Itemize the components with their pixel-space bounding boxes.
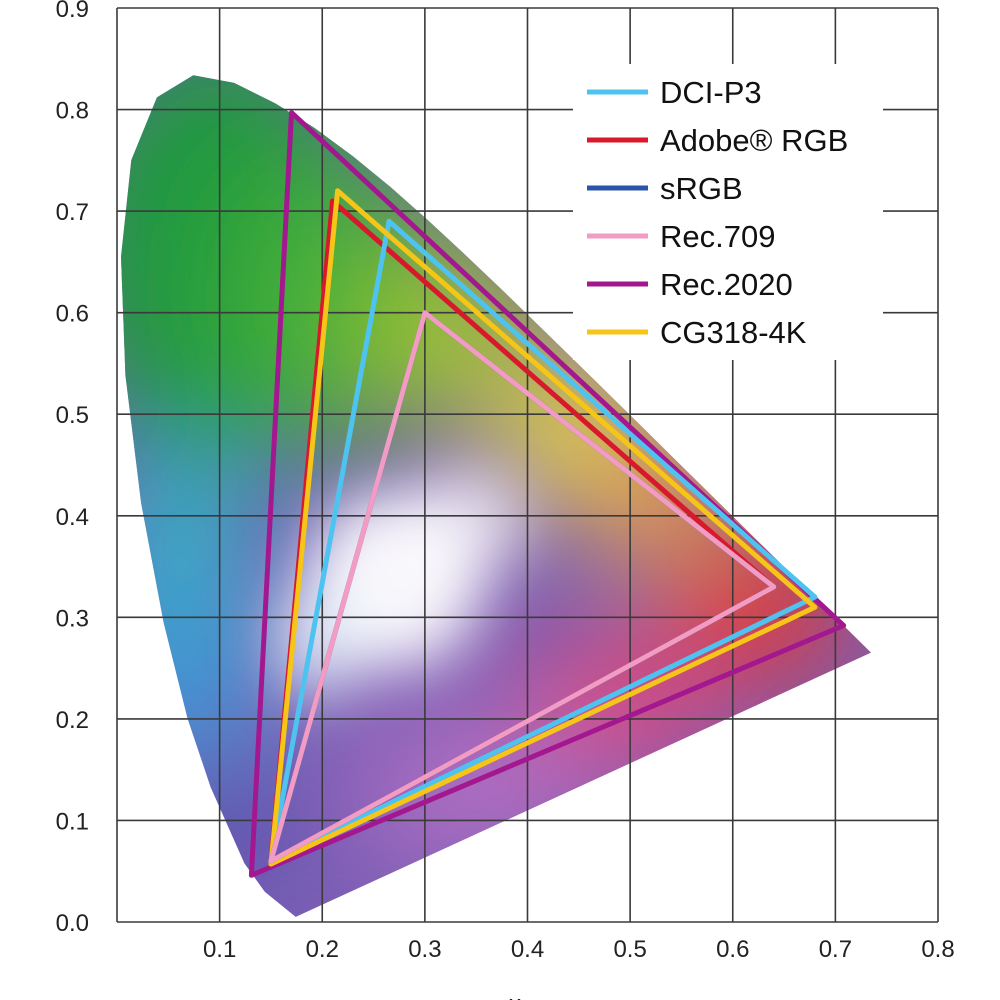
x-tick-label: 0.5 — [613, 936, 646, 963]
legend-label: Adobe® RGB — [660, 123, 848, 158]
y-tick-label: 0.5 — [56, 402, 89, 429]
y-tick-label: 0.0 — [56, 910, 89, 937]
y-tick-label: 0.3 — [56, 605, 89, 632]
gamut-triangle-rec-2020 — [248, 110, 847, 878]
legend-label: CG318-4K — [660, 315, 807, 350]
legend-label: sRGB — [660, 171, 743, 206]
x-tick-label: 0.8 — [921, 936, 954, 963]
legend-label: Rec.2020 — [660, 267, 793, 302]
y-tick-label: 0.7 — [56, 199, 89, 226]
legend-label: Rec.709 — [660, 219, 775, 254]
x-tick-label: 0.6 — [716, 936, 749, 963]
y-tick-label: 0.1 — [56, 808, 89, 835]
x-tick-label: 0.3 — [408, 936, 441, 963]
x-tick-label: 0.4 — [511, 936, 544, 963]
gamut-triangle-rec-709 — [268, 310, 777, 864]
y-tick-label: 0.4 — [56, 504, 89, 531]
gamut-triangle-cg318-4k — [268, 188, 818, 867]
x-tick-label: 0.1 — [203, 936, 236, 963]
gamut-triangle-dci-p3 — [268, 218, 818, 864]
x-tick-label: 0.2 — [306, 936, 339, 963]
y-tick-label: 0.2 — [56, 707, 89, 734]
gamut-triangles — [248, 110, 847, 878]
y-tick-label: 0.6 — [56, 301, 89, 328]
y-axis-ticks: 0.0 0.1 0.2 0.3 0.4 0.5 0.6 0.7 0.8 0.9 — [56, 0, 89, 937]
y-tick-label: 0.8 — [56, 98, 89, 125]
x-axis-ticks: 0.1 0.2 0.3 0.4 0.5 0.6 0.7 0.8 — [203, 936, 955, 963]
x-tick-label: 0.7 — [819, 936, 852, 963]
legend: DCI-P3 Adobe® RGB sRGB Rec.709 Rec.2020 CG318… — [573, 64, 883, 360]
legend-background — [573, 64, 883, 360]
legend-label: DCI-P3 — [660, 75, 762, 110]
x-axis-title: x — [509, 991, 521, 1000]
y-tick-label: 0.9 — [56, 0, 89, 23]
